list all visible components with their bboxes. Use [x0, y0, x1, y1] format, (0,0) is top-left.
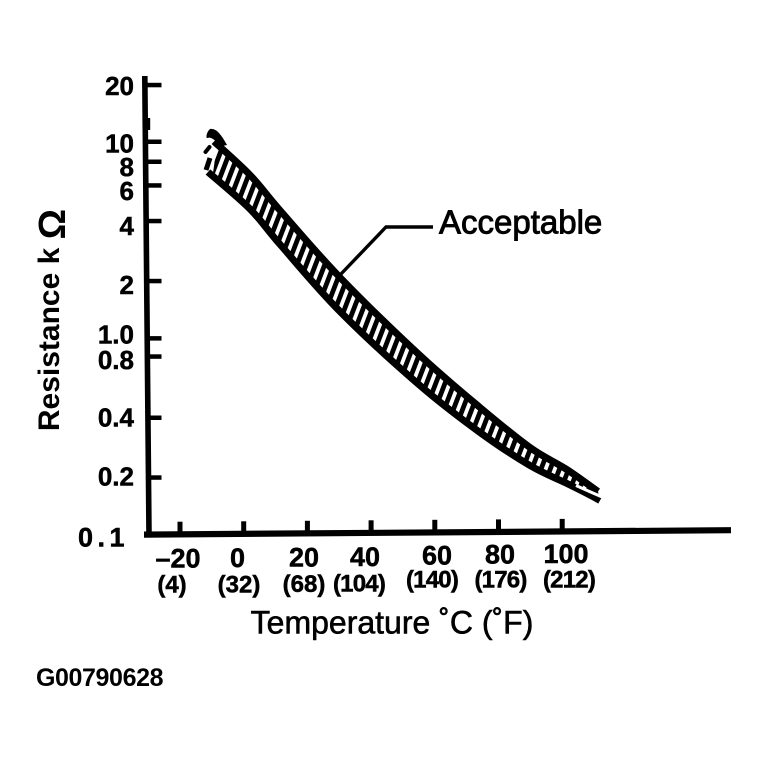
svg-text:G00790628: G00790628: [36, 664, 164, 692]
svg-text:0: 0: [230, 543, 245, 573]
svg-text:0.2: 0.2: [98, 462, 134, 492]
svg-text:0.1: 0.1: [78, 523, 129, 553]
svg-text:(176): (176): [474, 567, 526, 594]
svg-text:2: 2: [120, 270, 134, 300]
svg-text:(212): (212): [543, 567, 595, 594]
svg-text:6: 6: [120, 176, 134, 206]
svg-text:Temperature ˚C (˚F): Temperature ˚C (˚F): [251, 605, 534, 641]
svg-text:10: 10: [105, 129, 134, 159]
svg-text:0.8: 0.8: [98, 345, 134, 375]
svg-text:–20: –20: [155, 544, 200, 574]
svg-text:20: 20: [289, 543, 319, 573]
svg-text:100: 100: [543, 539, 588, 569]
svg-text:40: 40: [350, 542, 380, 572]
svg-text:(104): (104): [333, 571, 385, 598]
svg-text:Acceptable: Acceptable: [439, 204, 602, 241]
svg-text:0.4: 0.4: [98, 403, 135, 433]
svg-text:(4): (4): [157, 572, 186, 599]
svg-text:4: 4: [120, 211, 135, 241]
svg-text:8: 8: [120, 152, 134, 182]
svg-text:(68): (68): [283, 571, 326, 598]
svg-text:60: 60: [422, 541, 452, 571]
svg-text:(32): (32): [218, 572, 261, 599]
svg-text:1.0: 1.0: [98, 320, 134, 350]
svg-text:(140): (140): [406, 567, 458, 594]
svg-text:80: 80: [485, 540, 515, 570]
svg-text:20: 20: [105, 71, 134, 101]
